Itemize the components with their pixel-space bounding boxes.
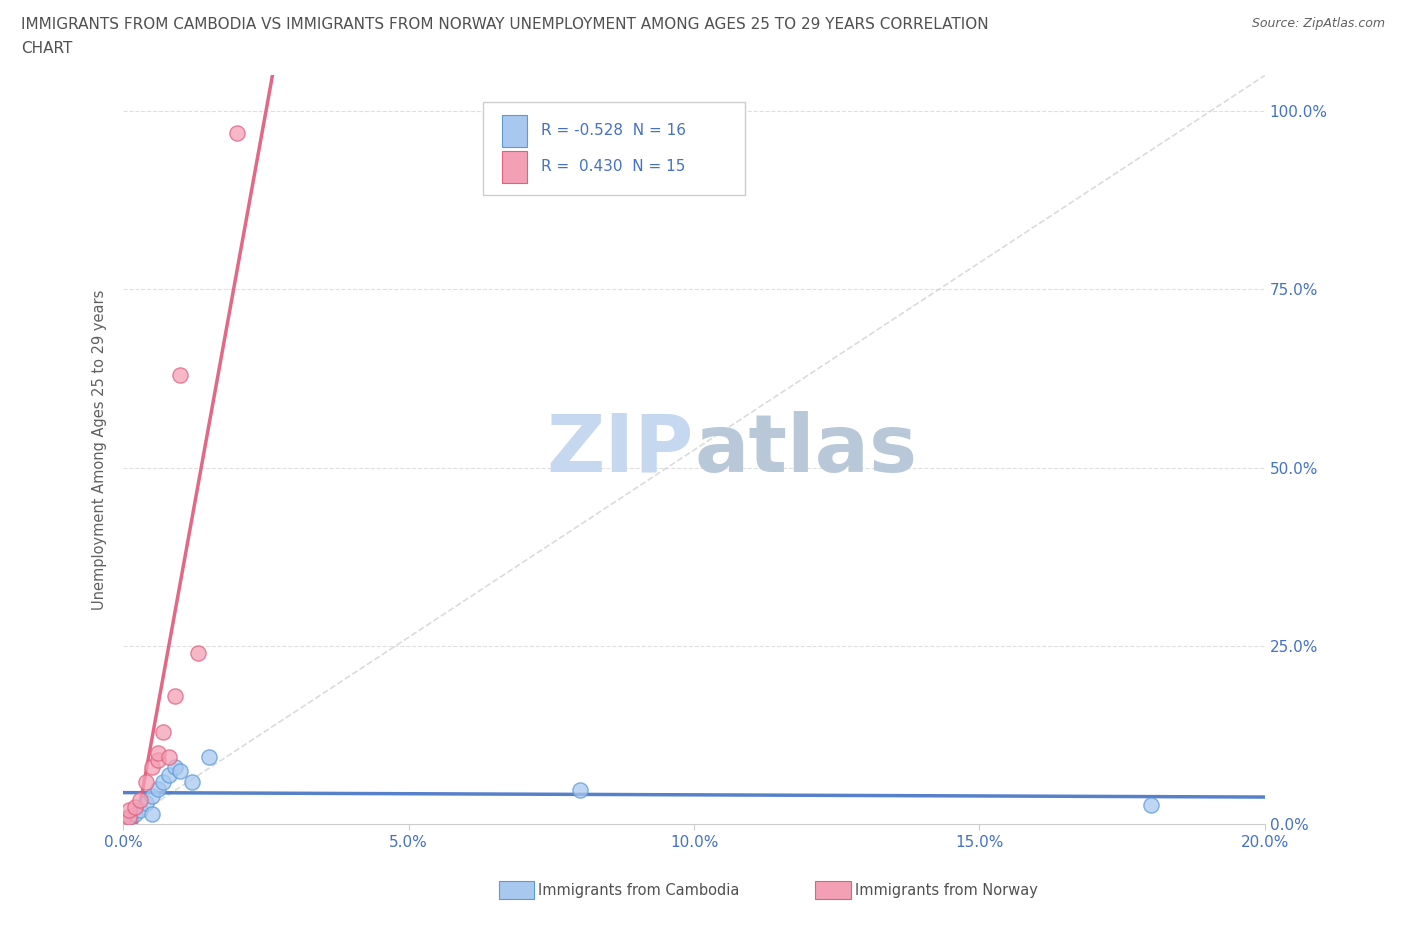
Point: [146, 781, 169, 796]
FancyBboxPatch shape: [502, 115, 527, 147]
Point: [152, 775, 174, 790]
Text: ZIP: ZIP: [547, 411, 695, 489]
Point: [141, 760, 163, 775]
Point: [146, 753, 169, 768]
Point: [118, 810, 141, 825]
Point: [180, 775, 202, 790]
Point: [163, 688, 186, 703]
Point: [198, 750, 221, 764]
Point: [226, 125, 249, 140]
Text: R = -0.528  N = 16: R = -0.528 N = 16: [541, 124, 686, 139]
Point: [163, 760, 186, 775]
Point: [186, 645, 208, 660]
Text: Immigrants from Cambodia: Immigrants from Cambodia: [538, 883, 740, 897]
Text: R =  0.430  N = 15: R = 0.430 N = 15: [541, 159, 686, 174]
Point: [118, 810, 141, 825]
Point: [141, 789, 163, 804]
Point: [157, 750, 180, 764]
Point: [146, 746, 169, 761]
Text: Immigrants from Norway: Immigrants from Norway: [855, 883, 1038, 897]
Text: CHART: CHART: [21, 41, 73, 56]
Point: [124, 799, 146, 814]
Text: atlas: atlas: [695, 411, 917, 489]
FancyBboxPatch shape: [502, 151, 527, 182]
Point: [112, 811, 135, 826]
Point: [135, 775, 157, 790]
Text: Source: ZipAtlas.com: Source: ZipAtlas.com: [1251, 17, 1385, 30]
Point: [135, 796, 157, 811]
Text: IMMIGRANTS FROM CAMBODIA VS IMMIGRANTS FROM NORWAY UNEMPLOYMENT AMONG AGES 25 TO: IMMIGRANTS FROM CAMBODIA VS IMMIGRANTS F…: [21, 17, 988, 32]
Point: [152, 724, 174, 739]
Point: [118, 803, 141, 817]
Point: [129, 792, 152, 807]
Point: [112, 811, 135, 826]
Point: [568, 783, 591, 798]
Point: [169, 367, 191, 382]
Point: [141, 806, 163, 821]
Point: [157, 767, 180, 782]
Point: [1139, 797, 1161, 812]
Point: [124, 806, 146, 821]
FancyBboxPatch shape: [482, 101, 745, 195]
Point: [169, 764, 191, 778]
Point: [129, 803, 152, 817]
Y-axis label: Unemployment Among Ages 25 to 29 years: Unemployment Among Ages 25 to 29 years: [93, 290, 107, 610]
